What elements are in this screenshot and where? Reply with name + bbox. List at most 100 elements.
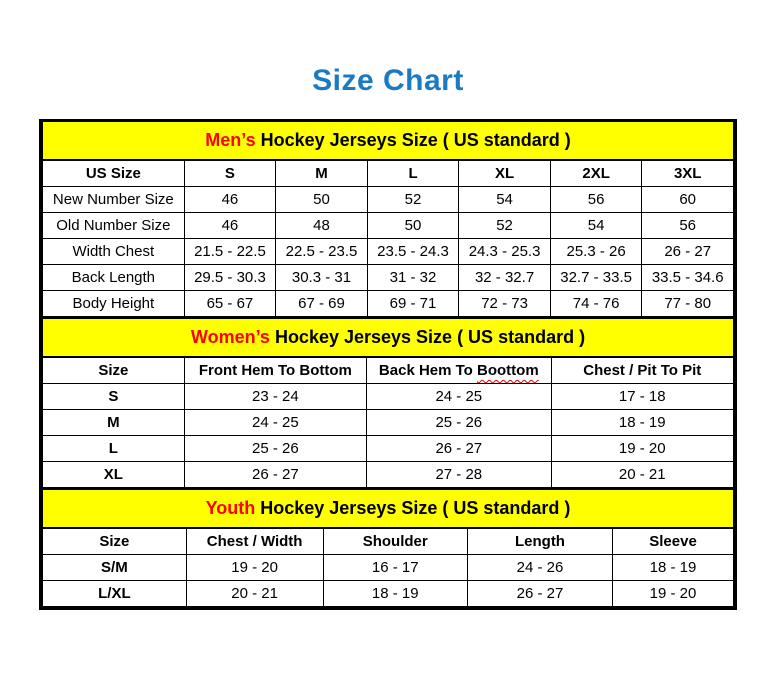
youth-col-header: Length bbox=[466, 527, 614, 555]
youth-row-label: L/XL bbox=[42, 580, 187, 607]
mens-cell: 22.5 - 23.5 bbox=[275, 238, 368, 265]
womens-table-row: M 24 - 25 25 - 26 18 - 19 bbox=[42, 409, 735, 436]
mens-cell: 46 bbox=[183, 212, 277, 239]
womens-col-header: Size bbox=[42, 356, 185, 384]
mens-cell: 56 bbox=[549, 186, 643, 213]
mens-cell: 74 - 76 bbox=[549, 290, 643, 317]
youth-col-header: Size bbox=[42, 527, 187, 555]
youth-table-row: S/M 19 - 20 16 - 17 24 - 26 18 - 19 bbox=[42, 554, 734, 581]
womens-cell: 24 - 25 bbox=[366, 383, 552, 410]
womens-size-table: Women’s Hockey Jerseys Size ( US standar… bbox=[42, 317, 735, 488]
youth-col-header: Shoulder bbox=[322, 527, 468, 555]
mens-band-highlight: Men’s bbox=[205, 130, 256, 150]
mens-col-header: 3XL bbox=[641, 159, 734, 187]
womens-cell: 25 - 26 bbox=[183, 435, 368, 462]
mens-cell: 33.5 - 34.6 bbox=[641, 264, 734, 291]
mens-table-row: Body Height 65 - 67 67 - 69 69 - 71 72 - 73 7… bbox=[42, 290, 734, 317]
youth-row-label: S/M bbox=[42, 554, 187, 581]
womens-table-row: S 23 - 24 24 - 25 17 - 18 bbox=[42, 383, 735, 410]
mens-row-label: New Number Size bbox=[42, 186, 185, 213]
womens-cell: 26 - 27 bbox=[183, 461, 368, 488]
mens-cell: 48 bbox=[275, 212, 368, 239]
womens-band-highlight: Women’s bbox=[190, 327, 270, 347]
mens-cell: 50 bbox=[275, 186, 368, 213]
youth-band-text: Hockey Jerseys Size ( US standard ) bbox=[255, 498, 571, 518]
mens-cell: 52 bbox=[458, 212, 551, 239]
youth-cell: 24 - 26 bbox=[466, 554, 614, 581]
mens-col-header: L bbox=[366, 159, 460, 187]
mens-cell: 52 bbox=[366, 186, 460, 213]
mens-cell: 24.3 - 25.3 bbox=[458, 238, 551, 265]
mens-col-header: XL bbox=[458, 159, 551, 187]
youth-band-highlight: Youth bbox=[205, 498, 256, 518]
mens-cell: 31 - 32 bbox=[366, 264, 460, 291]
mens-cell: 32 - 32.7 bbox=[458, 264, 551, 291]
youth-col-header: Sleeve bbox=[612, 527, 734, 555]
womens-cell: 24 - 25 bbox=[183, 409, 368, 436]
mens-cell: 25.3 - 26 bbox=[549, 238, 643, 265]
youth-cell: 18 - 19 bbox=[322, 580, 468, 607]
mens-section-band: Men’s Hockey Jerseys Size ( US standard … bbox=[42, 122, 734, 161]
womens-cell: 25 - 26 bbox=[366, 409, 552, 436]
mens-table-row: Width Chest 21.5 - 22.5 22.5 - 23.5 23.5 - … bbox=[42, 238, 734, 265]
mens-cell: 69 - 71 bbox=[366, 290, 460, 317]
youth-size-table: Youth Hockey Jerseys Size ( US standard … bbox=[42, 488, 734, 607]
page-title: Size Chart bbox=[312, 64, 464, 97]
mens-cell: 21.5 - 22.5 bbox=[183, 238, 277, 265]
mens-table-row: Back Length 29.5 - 30.3 30.3 - 31 31 - 32 32… bbox=[42, 264, 734, 291]
youth-section-band: Youth Hockey Jerseys Size ( US standard … bbox=[42, 488, 734, 529]
womens-cell: 19 - 20 bbox=[550, 435, 735, 462]
mens-cell: 54 bbox=[549, 212, 643, 239]
womens-row-label: S bbox=[42, 383, 185, 410]
mens-cell: 30.3 - 31 bbox=[275, 264, 368, 291]
youth-cell: 19 - 20 bbox=[185, 554, 324, 581]
womens-band-text: Hockey Jerseys Size ( US standard ) bbox=[269, 327, 586, 347]
womens-cell: 18 - 19 bbox=[550, 409, 735, 436]
size-chart-page: Size Chart Men’s Hockey Jerseys Size ( U… bbox=[0, 64, 776, 610]
womens-col-header: Front Hem To Bottom bbox=[183, 356, 368, 384]
mens-cell: 65 - 67 bbox=[183, 290, 277, 317]
mens-row-label: Back Length bbox=[42, 264, 185, 291]
womens-section-band: Women’s Hockey Jerseys Size ( US standar… bbox=[42, 317, 734, 358]
womens-cell: 17 - 18 bbox=[550, 383, 735, 410]
mens-band-text: Hockey Jerseys Size ( US standard ) bbox=[255, 130, 571, 150]
mens-col-header: US Size bbox=[42, 159, 185, 187]
mens-col-header: S bbox=[183, 159, 277, 187]
mens-cell: 77 - 80 bbox=[641, 290, 734, 317]
youth-table-row: L/XL 20 - 21 18 - 19 26 - 27 19 - 20 bbox=[42, 580, 734, 607]
mens-table-row: Old Number Size 46 48 50 52 54 56 bbox=[42, 212, 734, 239]
womens-table-row: XL 26 - 27 27 - 28 20 - 21 bbox=[42, 461, 735, 488]
mens-cell: 26 - 27 bbox=[641, 238, 734, 265]
mens-cell: 67 - 69 bbox=[275, 290, 368, 317]
mens-cell: 54 bbox=[458, 186, 551, 213]
womens-row-label: M bbox=[42, 409, 185, 436]
womens-cell: 23 - 24 bbox=[183, 383, 368, 410]
mens-cell: 29.5 - 30.3 bbox=[183, 264, 277, 291]
mens-col-header: M bbox=[275, 159, 368, 187]
womens-cell: 26 - 27 bbox=[366, 435, 552, 462]
mens-table-row: New Number Size 46 50 52 54 56 60 bbox=[42, 186, 734, 213]
mens-cell: 32.7 - 33.5 bbox=[549, 264, 643, 291]
youth-cell: 19 - 20 bbox=[612, 580, 734, 607]
mens-row-label: Old Number Size bbox=[42, 212, 185, 239]
womens-row-label: XL bbox=[42, 461, 185, 488]
youth-col-header: Chest / Width bbox=[185, 527, 324, 555]
mens-cell: 72 - 73 bbox=[458, 290, 551, 317]
youth-cell: 16 - 17 bbox=[322, 554, 468, 581]
womens-cell: 27 - 28 bbox=[366, 461, 552, 488]
mens-row-label: Width Chest bbox=[42, 238, 185, 265]
youth-cell: 20 - 21 bbox=[185, 580, 324, 607]
youth-cell: 26 - 27 bbox=[466, 580, 614, 607]
womens-col-header-misspelled-word: Boottom bbox=[477, 362, 539, 379]
mens-cell: 50 bbox=[366, 212, 460, 239]
mens-col-header: 2XL bbox=[549, 159, 643, 187]
mens-size-table: Men’s Hockey Jerseys Size ( US standard … bbox=[42, 122, 734, 317]
size-tables-container: Men’s Hockey Jerseys Size ( US standard … bbox=[39, 119, 737, 610]
womens-col-header: Back Hem To Boottom bbox=[366, 356, 552, 384]
youth-cell: 18 - 19 bbox=[612, 554, 734, 581]
mens-cell: 23.5 - 24.3 bbox=[366, 238, 460, 265]
womens-cell: 20 - 21 bbox=[550, 461, 735, 488]
mens-cell: 46 bbox=[183, 186, 277, 213]
womens-col-header-text: Back Hem To bbox=[378, 362, 478, 379]
womens-col-header: Chest / Pit To Pit bbox=[550, 356, 735, 384]
